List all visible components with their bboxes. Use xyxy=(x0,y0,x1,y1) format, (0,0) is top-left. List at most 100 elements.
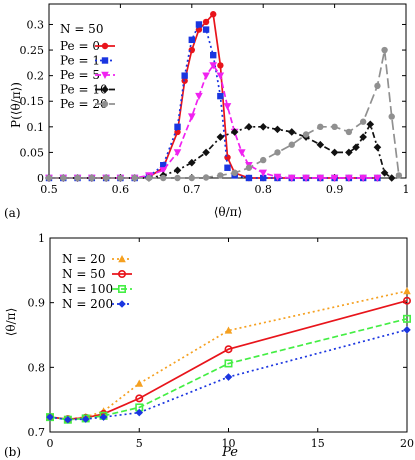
x-tick-label: 5 xyxy=(136,437,143,450)
y-tick-label: 0.05 xyxy=(20,146,45,159)
legend-label: N = 20 xyxy=(62,252,105,266)
legend-label: Pe = 20 xyxy=(60,97,108,111)
data-point xyxy=(388,113,395,120)
y-tick-label: 0.2 xyxy=(27,70,45,83)
data-point xyxy=(188,36,195,44)
panel-b-y-axis-label: ⟨θ/π⟩ xyxy=(4,308,18,337)
y-tick-label: 0.8 xyxy=(28,361,46,374)
panel-b-x-axis-label: Pe xyxy=(221,445,238,460)
data-point xyxy=(237,149,246,157)
data-point xyxy=(403,326,411,334)
data-point xyxy=(274,149,281,156)
data-point xyxy=(380,169,389,177)
data-point xyxy=(217,62,224,69)
data-point xyxy=(381,46,388,54)
data-point xyxy=(81,415,90,423)
legend-marker xyxy=(118,300,126,308)
data-point xyxy=(259,169,267,177)
data-point xyxy=(102,174,110,182)
x-tick-label: 0.8 xyxy=(254,183,272,196)
series-line xyxy=(49,122,393,179)
panel-a-label: (a) xyxy=(4,206,21,220)
x-tick-label: 1 xyxy=(403,183,410,196)
series-line xyxy=(49,23,378,179)
data-point xyxy=(216,72,225,80)
data-point xyxy=(216,133,225,141)
data-point xyxy=(174,174,181,182)
data-point xyxy=(135,408,144,417)
data-point xyxy=(45,174,53,182)
data-point xyxy=(135,379,144,387)
data-point xyxy=(373,143,382,152)
data-point xyxy=(224,326,233,334)
data-point xyxy=(366,120,375,129)
legend-label: Pe = 5 xyxy=(60,68,100,82)
data-point xyxy=(402,314,411,323)
data-point xyxy=(195,21,203,28)
panel-b-label: (b) xyxy=(4,445,21,459)
data-point xyxy=(330,148,339,157)
panel-a-y-axis-label: P(⟨θ/π⟩) xyxy=(9,82,23,128)
data-point xyxy=(287,174,296,182)
data-point xyxy=(195,92,203,101)
y-tick-label: 0.7 xyxy=(28,426,46,439)
x-tick-label: 15 xyxy=(311,437,325,450)
legend-marker xyxy=(101,57,109,64)
data-point xyxy=(231,169,238,177)
y-tick-label: 0.1 xyxy=(27,121,45,134)
series-line xyxy=(49,317,408,421)
data-point xyxy=(224,345,233,354)
data-point xyxy=(210,11,217,18)
legend-label: N = 200 xyxy=(62,297,113,311)
data-point xyxy=(317,123,324,131)
data-point xyxy=(173,166,182,175)
legend-marker xyxy=(101,42,109,50)
y-tick-label: 0 xyxy=(37,172,44,185)
legend-marker xyxy=(118,269,127,278)
data-point xyxy=(359,118,367,125)
data-point xyxy=(188,158,196,167)
data-point xyxy=(345,128,353,136)
data-point xyxy=(374,82,381,90)
data-point xyxy=(202,174,210,181)
data-point xyxy=(352,143,360,152)
data-point xyxy=(224,359,233,368)
data-point xyxy=(403,287,411,295)
legend-marker xyxy=(101,100,109,108)
data-point xyxy=(273,125,282,134)
legend-marker xyxy=(101,71,109,79)
data-point xyxy=(359,133,367,141)
data-point xyxy=(209,62,218,70)
data-point xyxy=(88,174,96,182)
data-point xyxy=(46,413,54,421)
legend-label: N = 50 xyxy=(62,267,105,281)
data-point xyxy=(316,174,325,182)
legend-label: Pe = 10 xyxy=(60,83,108,97)
panel-a: 0.5 0.6 0.7 0.8 0.9 1 0 0.05 0.1 0.15 0.2 0.25 0.3 Pe… xyxy=(20,3,410,196)
data-point xyxy=(202,72,210,80)
data-point xyxy=(117,174,124,182)
data-point xyxy=(245,164,253,171)
x-tick-label: 10 xyxy=(222,437,236,450)
legend-label: N = 100 xyxy=(62,282,113,296)
legend-marker xyxy=(118,284,127,293)
data-point xyxy=(217,172,224,179)
legend-label: Pe = 0 xyxy=(60,39,100,53)
data-point xyxy=(202,26,210,33)
y-tick-label: 0.25 xyxy=(20,44,45,57)
x-tick-label: 0.7 xyxy=(183,183,201,196)
x-tick-label: 0.6 xyxy=(112,183,130,196)
panel-a-x-axis-label: ⟨θ/π⟩ xyxy=(214,205,243,219)
data-point xyxy=(223,103,232,111)
data-point xyxy=(373,174,382,182)
data-point xyxy=(217,92,224,100)
data-point xyxy=(181,72,188,79)
y-tick-label: 0.15 xyxy=(20,95,45,108)
data-point xyxy=(260,174,267,182)
data-point xyxy=(64,415,72,424)
data-point xyxy=(287,128,296,136)
data-point xyxy=(173,149,182,157)
data-point xyxy=(259,123,267,131)
